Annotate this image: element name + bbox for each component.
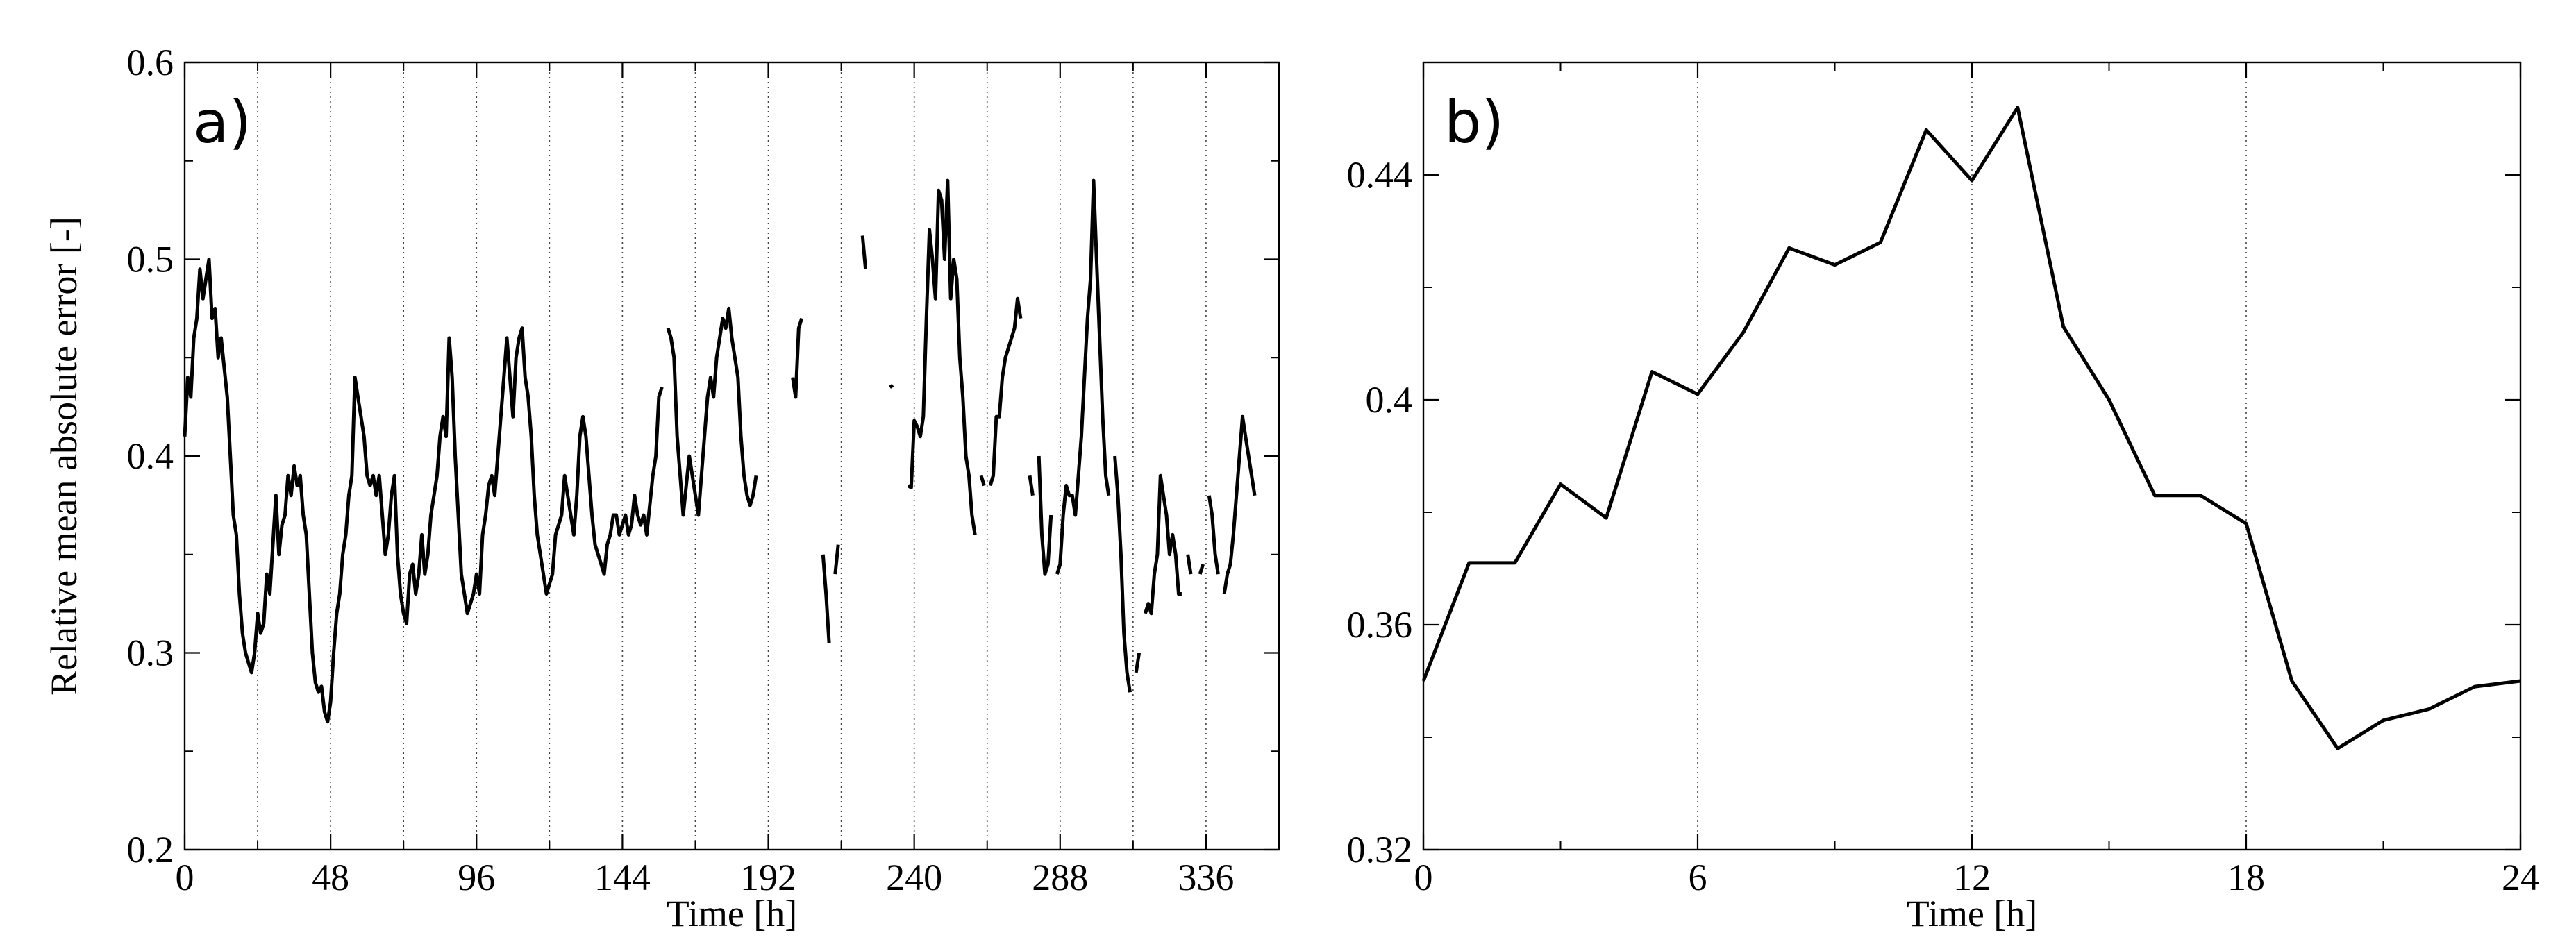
series-line-segment bbox=[1113, 455, 1132, 693]
panel-b: 0 6 12 18 24 0.32 0.36 0.4 0.44 Time [h] b) bbox=[1347, 61, 2539, 934]
series-line-segment bbox=[1198, 564, 1205, 575]
series-line-segment bbox=[1222, 414, 1257, 594]
x-axis-label: Time [h] bbox=[667, 893, 798, 934]
series-line-segment bbox=[666, 306, 758, 517]
x-tick-label: 0 bbox=[176, 857, 194, 898]
series-line-segment bbox=[1144, 473, 1182, 616]
y-tick-label: 0.3 bbox=[127, 632, 174, 674]
panel-label: a) bbox=[193, 88, 251, 156]
y-tick-label: 0.32 bbox=[1347, 829, 1413, 870]
y-tick-label: 0.4 bbox=[1366, 379, 1413, 421]
y-tick-label: 0.4 bbox=[127, 435, 174, 477]
series-line-segment bbox=[1421, 106, 2521, 750]
series-line-segment bbox=[1134, 653, 1141, 673]
x-tick-label: 18 bbox=[2227, 857, 2265, 898]
series-line-segment bbox=[833, 544, 840, 575]
series-line-segment bbox=[183, 258, 664, 724]
x-tick-label: 24 bbox=[2502, 857, 2539, 898]
x-tick-label: 0 bbox=[1414, 857, 1433, 898]
series-line-segment bbox=[1055, 178, 1111, 575]
series-line-segment bbox=[1037, 455, 1053, 576]
y-tick-label: 0.36 bbox=[1347, 604, 1413, 646]
y-axis-label: Relative mean absolute error [-] bbox=[43, 217, 85, 696]
x-axis-label: Time [h] bbox=[1907, 893, 2038, 934]
series-line-segment bbox=[979, 475, 986, 487]
series-line-segment bbox=[791, 317, 804, 399]
y-tick-label: 0.6 bbox=[127, 42, 174, 83]
x-tick-label: 12 bbox=[1953, 857, 1991, 898]
x-tick-label: 48 bbox=[312, 857, 349, 898]
x-tick-label: 192 bbox=[740, 857, 796, 898]
y-tick-label: 0.2 bbox=[127, 829, 174, 870]
series-line-segment bbox=[821, 554, 831, 643]
series-line-segment bbox=[860, 235, 868, 269]
series-line-segment bbox=[1207, 495, 1220, 575]
y-tick-label: 0.44 bbox=[1347, 154, 1413, 196]
x-tick-label: 336 bbox=[1178, 857, 1234, 898]
series-line-segment bbox=[1186, 554, 1193, 575]
series-line-segment bbox=[889, 383, 894, 389]
x-tick-label: 96 bbox=[458, 857, 495, 898]
panel-a: 0 48 96 144 192 240 288 336 0.2 0.3 0.4 0.5 0.6 Time … bbox=[43, 42, 1280, 934]
x-tick-label: 6 bbox=[1689, 857, 1707, 898]
series-line-segment bbox=[1028, 475, 1035, 496]
x-tick-label: 288 bbox=[1032, 857, 1088, 898]
x-tick-label: 240 bbox=[886, 857, 942, 898]
y-tick-label: 0.5 bbox=[127, 239, 174, 280]
series-line-segment bbox=[988, 296, 1023, 487]
x-tick-label: 144 bbox=[594, 857, 651, 898]
panel-label: b) bbox=[1444, 88, 1504, 156]
series-line-segment bbox=[907, 178, 977, 535]
